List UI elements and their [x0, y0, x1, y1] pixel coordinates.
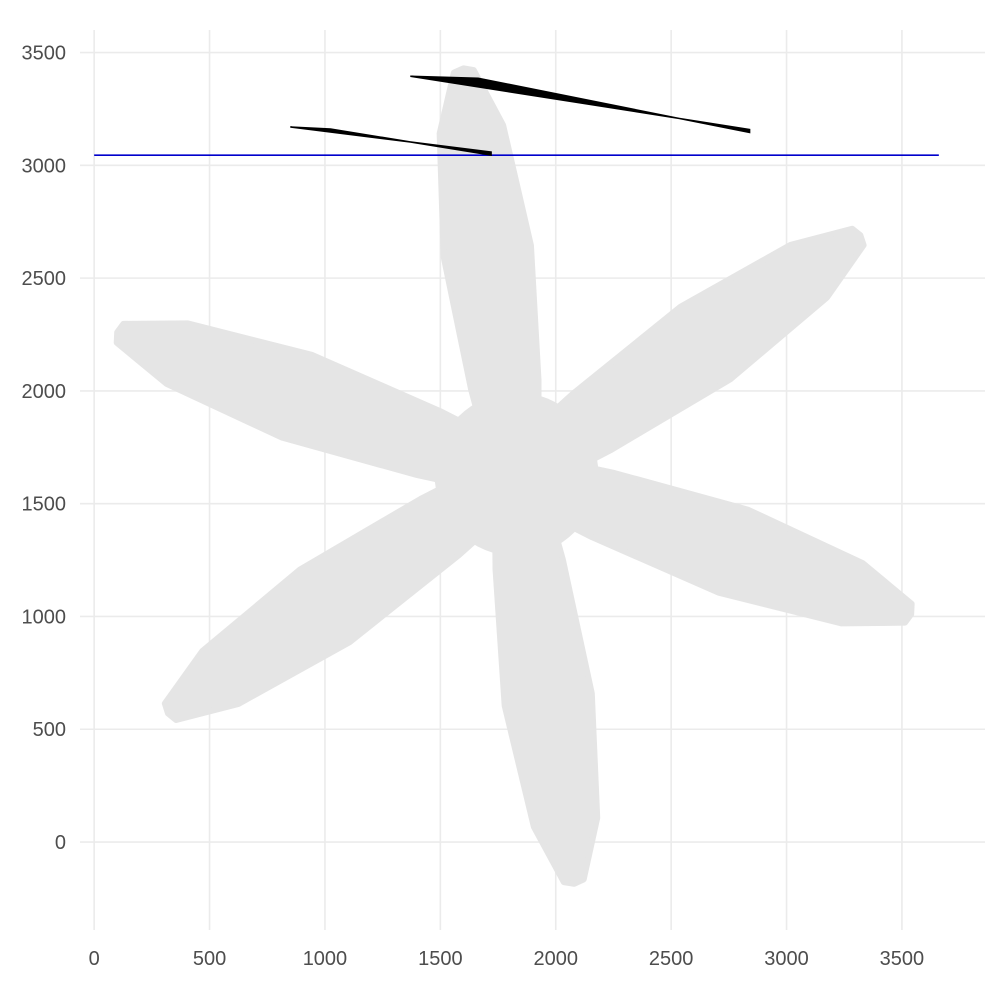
y-tick-label: 500	[33, 719, 66, 741]
x-tick-label: 500	[193, 948, 226, 970]
propeller-hub	[434, 392, 599, 557]
y-tick-label: 3000	[22, 155, 67, 177]
x-tick-label: 3000	[764, 948, 809, 970]
propeller-blade	[491, 468, 601, 887]
propeller-blade	[500, 225, 867, 496]
y-tick-label: 2500	[22, 268, 67, 290]
propeller-shape	[113, 65, 915, 887]
tick-labels: 0 500 1000 1500 2000 2500 3000 3500 0 500 1000 1500…	[22, 43, 925, 970]
y-tick-label: 2000	[22, 381, 67, 403]
x-tick-label: 2000	[533, 948, 578, 970]
y-tick-label: 0	[55, 832, 66, 854]
y-tick-label: 1000	[22, 606, 67, 628]
propeller-blade	[506, 450, 915, 627]
data-segment	[410, 75, 751, 134]
x-tick-label: 1500	[418, 948, 463, 970]
x-tick-label: 0	[89, 948, 100, 970]
propeller-blade	[161, 453, 532, 724]
propeller-blade	[113, 320, 527, 499]
data-segment	[290, 126, 492, 156]
x-tick-label: 3500	[880, 948, 925, 970]
y-tick-label: 1500	[22, 494, 67, 516]
x-tick-label: 2500	[649, 948, 694, 970]
y-tick-label: 3500	[22, 43, 67, 65]
x-tick-label: 1000	[303, 948, 348, 970]
data-marks	[94, 75, 939, 156]
